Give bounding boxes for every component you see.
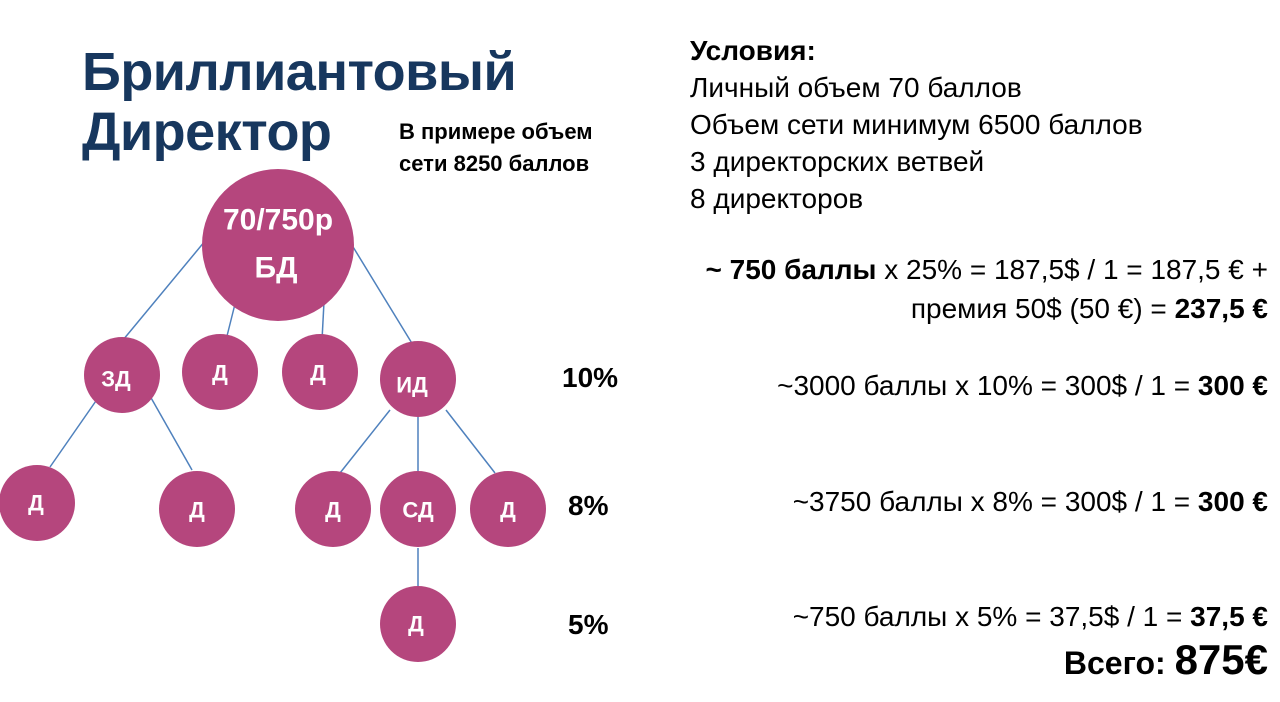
node-label: Д [28,491,44,516]
connector-line [122,234,211,341]
node-circle [182,334,258,410]
node-circle [282,334,358,410]
connector-line [49,397,99,468]
title-line-2: Директор [82,102,332,162]
example-note: В примере объем сети 8250 баллов [399,116,593,180]
tree-node-id: ИД [380,341,456,417]
connector-line [346,236,414,346]
tree-node-d: Д [282,334,358,410]
calc-row-level-3: ~750 баллы х 5% = 37,5$ / 1 = 37,5 € [793,598,1268,636]
calc-row-personal: ~ 750 баллы х 25% = 187,5$ / 1 = 187,5 €… [705,251,1268,289]
node-circle [380,471,456,547]
calc-row-level-2: ~3750 баллы х 8% = 300$ / 1 = 300 € [793,483,1268,521]
calc-text: ~3000 баллы х 10% = 300$ / 1 = [777,370,1198,401]
calc-text: ~3750 баллы х 8% = 300$ / 1 = [792,486,1198,517]
node-label: СД [402,498,434,523]
condition-item: Личный объем 70 баллов [690,72,1022,103]
node-label: Д [310,361,326,386]
percentage-level-2: 8% [568,490,609,521]
example-line-1: В примере объем [399,119,593,144]
connector-line [445,409,496,474]
tree-node-d: Д [470,471,546,547]
tree-node-d: Д [295,471,371,547]
condition-item: 3 директорских ветвей [690,146,985,177]
node-label: Д [500,498,516,523]
node-circle [202,169,354,321]
node-circle [295,471,371,547]
condition-item: 8 директоров [690,183,864,214]
title-line-1: Бриллиантовый [82,42,517,102]
node-label: Д [325,498,341,523]
conditions-title: Условия: [690,35,816,66]
calc-bold-prefix: ~ 750 баллы [705,254,877,285]
percentage-level-1: 10% [562,362,619,393]
tree-node-sd: СД [380,471,456,547]
root-node: 70/750р БД [202,169,354,321]
tree-connectors [49,234,496,588]
tree-node-d: Д [182,334,258,410]
node-circle [380,341,456,417]
node-circle [159,471,235,547]
node-circle [470,471,546,547]
condition-item: Объем сети минимум 6500 баллов [690,109,1143,140]
node-circle [84,337,160,413]
percentage-level-3: 5% [568,609,609,640]
example-line-2: сети 8250 баллов [399,151,590,176]
conditions-block: Условия: Личный объем 70 баллов Объем се… [690,32,1143,217]
calc-text: х 25% = 187,5$ / 1 = 187,5 € + [876,254,1268,285]
calc-text: ~750 баллы х 5% = 37,5$ / 1 = [792,601,1191,632]
calc-text: премия 50$ (50 €) = [910,293,1175,324]
calc-result: 37,5 € [1190,601,1268,632]
calc-result: 300 € [1197,370,1268,401]
node-label: ЗД [101,367,131,392]
node-label: Д [212,361,228,386]
total-value: 875€ [1174,636,1268,683]
root-node-label-1: 70/750р [223,204,333,237]
node-label: ИД [396,373,428,398]
total-sum: Всего: 875€ [1064,636,1268,684]
node-circle [380,586,456,662]
calc-result: 300 € [1197,486,1268,517]
node-circle [0,465,75,541]
node-label: Д [189,498,205,523]
calc-result: 237,5 € [1174,293,1268,324]
page-title: Бриллиантовый Директор [82,42,517,162]
calc-row-bonus: премия 50$ (50 €) = 237,5 € [911,290,1268,328]
tree-node-d: Д [380,586,456,662]
root-node-label-2: БД [255,252,298,285]
connector-line [339,409,391,474]
connector-line [321,301,325,341]
connector-line [149,395,193,471]
node-label: Д [408,612,424,637]
total-label: Всего: [1063,645,1175,681]
tree-node-zd: ЗД [84,337,160,413]
calc-row-level-1: ~3000 баллы х 10% = 300$ / 1 = 300 € [777,367,1268,405]
tree-node-d: Д [159,471,235,547]
org-tree-diagram: 70/750р БД ЗД Д Д ИД Д Д Д СД Д Д [0,169,546,662]
tree-node-d: Д [0,465,75,541]
